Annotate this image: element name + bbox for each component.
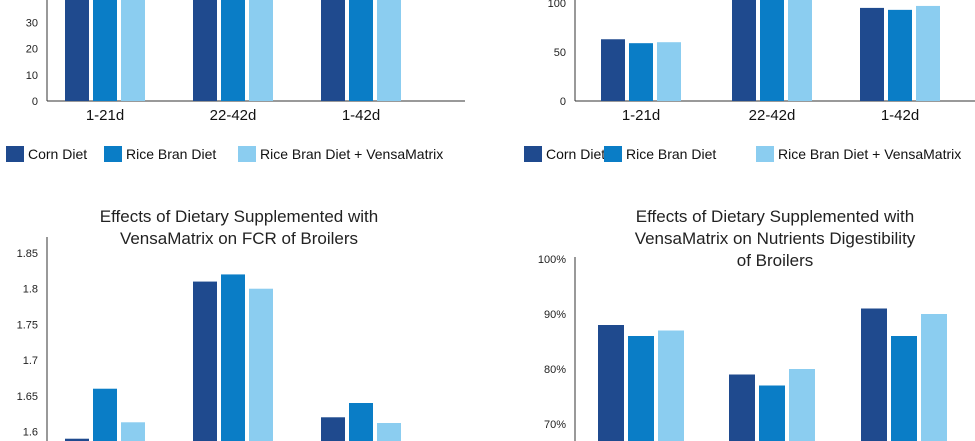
legend-left: Corn Diet Rice Bran Diet Rice Bran Diet + …: [6, 146, 443, 162]
bar-rice-bran-diet-vensamatrix-1: [658, 330, 684, 441]
y-tick-label: 70%: [544, 419, 566, 431]
bar-rice-bran-diet-vensamatrix-3: [921, 314, 947, 441]
bar-rice-bran-diet-vensamatrix-1: [121, 422, 145, 441]
y-tick-label: 100%: [538, 254, 566, 266]
legend-swatch: [524, 146, 542, 162]
bar-rice-bran-diet-3: [349, 403, 373, 441]
legend-label: Rice Bran Diet: [626, 146, 716, 162]
bar-rice-bran-diet-2: [760, 0, 784, 101]
bar-rice-bran-diet-3: [349, 0, 373, 101]
bar-rice-bran-diet-vensamatrix-2: [788, 0, 812, 101]
chart-3-title-line-2: VensaMatrix on FCR of Broilers: [120, 229, 358, 248]
bar-corn-diet-2: [729, 374, 755, 441]
legend-label: Corn Diet: [28, 146, 87, 162]
y-tick-label: 100: [548, 0, 566, 10]
x-category-label: 1-42d: [342, 107, 380, 124]
x-category-label: 1-21d: [86, 107, 124, 124]
y-tick-label: 0: [32, 96, 38, 108]
bar-corn-diet-1: [601, 39, 625, 101]
bar-rice-bran-diet-vensamatrix-1: [121, 0, 145, 101]
bar-rice-bran-diet-2: [759, 385, 785, 441]
y-tick-label: 1.6: [23, 427, 38, 439]
bar-rice-bran-diet-2: [221, 0, 245, 101]
y-tick-label: 50: [554, 47, 566, 59]
x-category-label: 22-42d: [749, 107, 796, 124]
bar-rice-bran-diet-3: [888, 9, 912, 101]
x-category-label: 1-21d: [622, 107, 660, 124]
bar-rice-bran-diet-3: [891, 336, 917, 441]
bar-rice-bran-diet-2: [221, 274, 245, 441]
chart-1-intake: 0 10 20 30 1-21d 22-42d 1-42d: [26, 0, 465, 124]
bar-corn-diet-1: [65, 0, 89, 101]
chart-4-title-line-2: VensaMatrix on Nutrients Digestibility: [635, 229, 916, 248]
y-tick-label: 90%: [544, 309, 566, 321]
legend-swatch: [104, 146, 122, 162]
x-category-label: 1-42d: [881, 107, 919, 124]
bar-corn-diet-3: [861, 308, 887, 441]
legend-swatch: [756, 146, 774, 162]
legend-right: Corn Diet Rice Bran Diet Rice Bran Diet + …: [524, 146, 961, 162]
bar-corn-diet-1: [598, 325, 624, 441]
chart-4-digestibility: Effects of Dietary Supplemented with Ven…: [538, 207, 947, 441]
bar-rice-bran-diet-1: [93, 0, 117, 101]
bar-rice-bran-diet-1: [628, 336, 654, 441]
y-tick-label: 20: [26, 44, 38, 56]
bar-rice-bran-diet-vensamatrix-1: [657, 42, 681, 101]
y-tick-label: 10: [26, 70, 38, 82]
bar-rice-bran-diet-vensamatrix-2: [249, 288, 273, 441]
y-tick-label: 0: [560, 96, 566, 108]
bar-rice-bran-diet-vensamatrix-3: [377, 423, 401, 441]
y-tick-label: 1.85: [17, 248, 38, 260]
y-tick-label: 80%: [544, 364, 566, 376]
bar-corn-diet-2: [193, 281, 217, 441]
bar-rice-bran-diet-vensamatrix-3: [916, 5, 940, 101]
bar-rice-bran-diet-1: [629, 43, 653, 101]
y-tick-label: 1.75: [17, 319, 38, 331]
chart-3-title-line-1: Effects of Dietary Supplemented with: [100, 207, 378, 226]
bar-corn-diet-3: [321, 417, 345, 441]
legend-label: Rice Bran Diet + VensaMatrix: [778, 146, 961, 162]
chart-2-weight: 0 50 100 1-21d 22-42d 1-42d: [548, 0, 975, 124]
bar-rice-bran-diet-1: [93, 388, 117, 441]
y-tick-label: 1.8: [23, 284, 38, 296]
legend-swatch: [238, 146, 256, 162]
bar-corn-diet-2: [732, 0, 756, 101]
legend-label: Corn Diet: [546, 146, 605, 162]
legend-label: Rice Bran Diet: [126, 146, 216, 162]
chart-3-fcr: Effects of Dietary Supplemented with Ven…: [17, 207, 401, 441]
y-tick-label: 1.7: [23, 355, 38, 367]
legend-label: Rice Bran Diet + VensaMatrix: [260, 146, 443, 162]
bar-rice-bran-diet-vensamatrix-2: [249, 0, 273, 101]
chart-4-title-line-1: Effects of Dietary Supplemented with: [636, 207, 914, 226]
bar-corn-diet-3: [860, 7, 884, 101]
bar-rice-bran-diet-vensamatrix-2: [789, 369, 815, 441]
chart-4-title-line-3: of Broilers: [737, 251, 814, 270]
bar-corn-diet-1: [65, 438, 89, 441]
y-tick-label: 1.65: [17, 391, 38, 403]
legend-swatch: [604, 146, 622, 162]
x-category-label: 22-42d: [210, 107, 257, 124]
bar-corn-diet-2: [193, 0, 217, 101]
y-tick-label: 30: [26, 17, 38, 29]
bar-corn-diet-3: [321, 0, 345, 101]
bar-rice-bran-diet-vensamatrix-3: [377, 0, 401, 101]
legend-swatch: [6, 146, 24, 162]
